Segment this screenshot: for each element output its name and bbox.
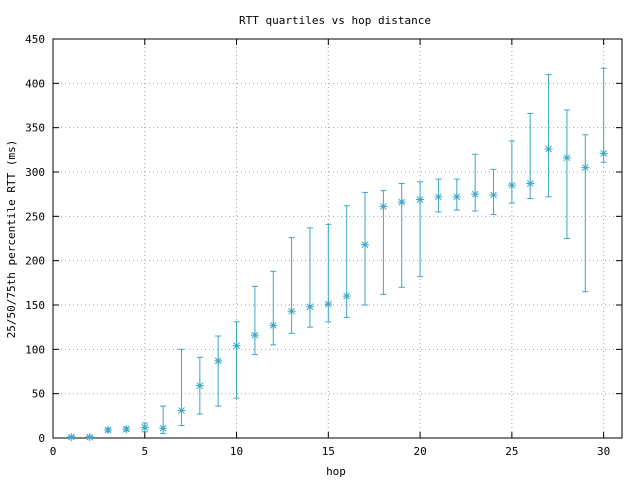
y-tick-label: 250 [25,210,45,223]
y-tick-label: 200 [25,255,45,268]
median-marker [562,153,571,162]
data-point [177,348,186,427]
data-point [85,433,94,442]
median-marker [599,149,608,158]
data-point [526,112,535,200]
x-tick-label: 10 [230,445,243,458]
median-marker [104,426,113,435]
median-marker [85,433,94,442]
y-tick-label: 150 [25,299,45,312]
y-tick-label: 300 [25,166,45,179]
data-point [250,285,259,356]
median-marker [379,202,388,211]
y-tick-label: 450 [25,33,45,46]
data-point [581,134,590,293]
data-point [324,223,333,323]
y-tick-label: 400 [25,77,45,90]
data-point [122,425,131,434]
data-point [379,190,388,295]
chart-title: RTT quartiles vs hop distance [239,14,431,27]
data-point [416,181,425,278]
median-marker [269,321,278,330]
median-marker [416,195,425,204]
median-marker [397,198,406,207]
data-point [544,73,553,198]
y-axis-label: 25/50/75th percentile RTT (ms) [5,140,18,339]
data-point [471,153,480,212]
data-point [342,205,351,318]
y-tick-label: 50 [32,388,45,401]
median-marker [324,300,333,309]
data-point [232,321,241,399]
data-point [140,422,149,433]
median-marker [581,163,590,172]
data-point [397,183,406,288]
data-point [452,178,461,211]
median-marker [342,292,351,301]
x-tick-label: 30 [597,445,610,458]
median-marker [287,307,296,316]
data-point [361,191,370,306]
data-point [195,356,204,415]
x-tick-label: 15 [322,445,335,458]
data-point [214,335,223,407]
median-marker [122,425,131,434]
y-tick-label: 0 [38,432,45,445]
median-marker [507,181,516,190]
data-point [562,109,571,239]
median-marker [361,240,370,249]
median-marker [232,341,241,350]
median-marker [177,406,186,415]
grid-lines [53,39,622,438]
data-point [507,140,516,204]
x-axis-label: hop [326,465,346,478]
median-marker [526,179,535,188]
median-marker [544,144,553,153]
data-point [287,237,296,334]
axis-ticks: 0 50 100 150 200 250 300 350 400 450 0 5 10 15 20 25 30 [25,33,622,458]
median-marker [305,302,314,311]
x-tick-label: 5 [141,445,148,458]
x-tick-label: 20 [413,445,426,458]
data-point [159,405,168,435]
data-point [305,227,314,328]
data-point [67,433,76,442]
median-marker [434,192,443,201]
median-marker [67,433,76,442]
y-tick-label: 100 [25,343,45,356]
median-marker [250,331,259,340]
median-marker [140,423,149,432]
data-point [104,426,113,435]
x-tick-label: 25 [505,445,518,458]
data-point [599,67,608,163]
median-marker [489,191,498,200]
median-marker [452,192,461,201]
x-tick-label: 0 [50,445,57,458]
median-marker [195,381,204,390]
median-marker [471,190,480,199]
median-marker [214,356,223,365]
data-series [67,67,608,442]
data-point [269,270,278,346]
y-tick-label: 350 [25,122,45,135]
data-point [489,168,498,216]
data-point [434,178,443,213]
plot-frame [52,38,623,439]
median-marker [159,424,168,433]
